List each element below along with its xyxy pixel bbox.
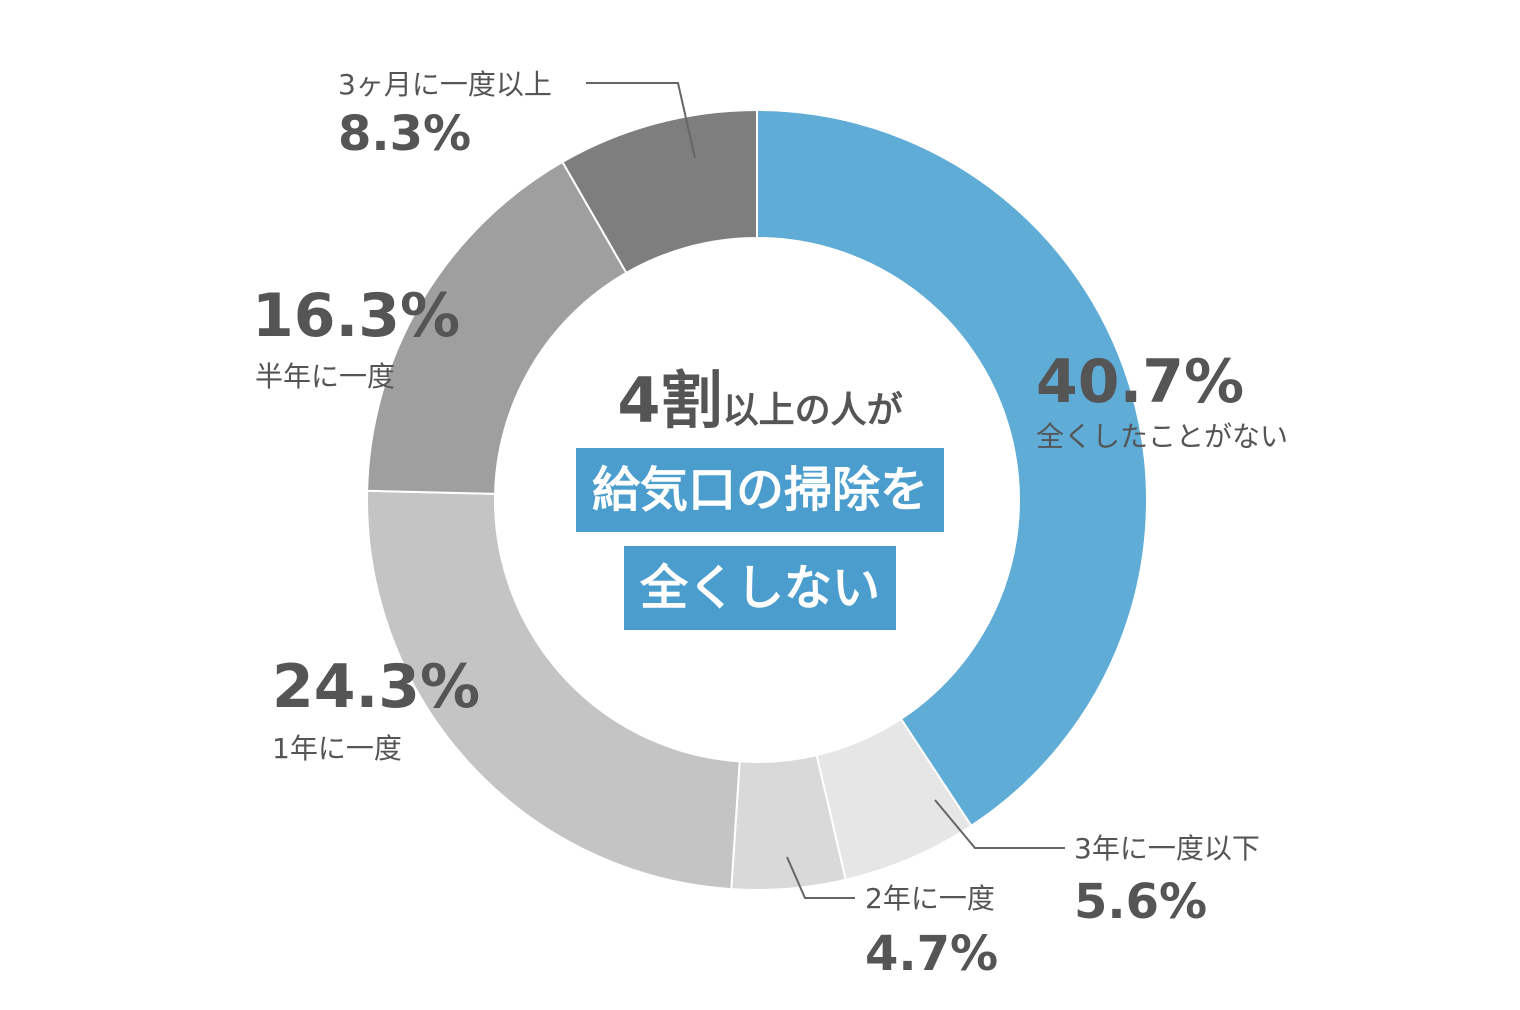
center-message: 4割以上の人が 給気口の掃除を 全くしない <box>480 350 1040 630</box>
donut-slice-4 <box>366 160 628 495</box>
leader-lines <box>586 82 1065 899</box>
leader-line-3ヶ月 <box>586 82 696 159</box>
slice-label: 2年に一度 <box>865 882 995 915</box>
slice-value: 5.6% <box>1074 874 1207 930</box>
slice-label: 1年に一度 <box>272 732 402 765</box>
highlight-box-line2: 全くしない <box>623 546 896 630</box>
slice-label: 全くしたことがない <box>1036 420 1288 453</box>
headline-emphasis: 4割 <box>617 364 723 437</box>
donut-slices <box>366 108 1148 891</box>
leader-line-3年 <box>934 799 1065 849</box>
headline-rest: 以上の人が <box>722 390 903 431</box>
donut-slice-5 <box>561 108 758 275</box>
highlight-box-line1: 給気口の掃除を <box>575 448 944 532</box>
slice-label: 半年に一度 <box>255 360 395 393</box>
leader-line-2年 <box>786 856 855 899</box>
slice-value: 40.7% <box>1036 347 1244 417</box>
headline: 4割以上の人が <box>480 350 1040 440</box>
slice-label: 3ヶ月に一度以上 <box>338 68 552 101</box>
donut-slice-3 <box>366 489 741 891</box>
slice-value: 16.3% <box>252 281 460 351</box>
slice-value: 24.3% <box>272 652 480 722</box>
slice-label: 3年に一度以下 <box>1074 832 1260 865</box>
slice-value: 4.7% <box>865 926 998 982</box>
donut-slice-0 <box>756 108 1148 828</box>
slice-value: 8.3% <box>338 106 471 162</box>
